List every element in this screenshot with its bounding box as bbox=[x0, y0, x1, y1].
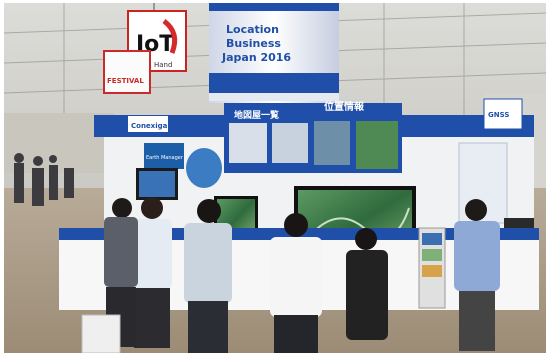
brand-logo-plate bbox=[128, 116, 168, 132]
panel-right-heading: 位置情報 bbox=[324, 100, 365, 113]
globe-poster bbox=[186, 148, 222, 188]
background-crowd bbox=[14, 153, 74, 206]
right-monitor-caption: GNSS bbox=[488, 111, 509, 119]
tower-text-2: Business bbox=[226, 37, 281, 50]
iot-sign-subtext: Hand bbox=[154, 61, 172, 69]
right-sign bbox=[483, 98, 523, 130]
panel-photo-2 bbox=[272, 123, 308, 163]
brand-logo: Conexiga bbox=[131, 122, 168, 130]
panel-photo-4 bbox=[356, 121, 398, 169]
festival-banner-text: FESTIVAL bbox=[107, 77, 144, 85]
festival-banner: FESTIVAL bbox=[103, 50, 151, 94]
panel-photo-1 bbox=[229, 123, 267, 163]
tower-text-1: Location bbox=[226, 23, 279, 36]
panel-left-heading: 地図屋一覧 bbox=[234, 109, 279, 121]
panel-photo-3 bbox=[314, 121, 350, 165]
photo-frame: IoT Hand FESTIVAL Location Business Japa… bbox=[4, 3, 546, 353]
small-poster-caption: Earth Manager bbox=[146, 155, 184, 161]
tower-text-3: Japan 2016 bbox=[221, 51, 291, 64]
expo-booth-photo: IoT Hand FESTIVAL Location Business Japa… bbox=[4, 3, 546, 353]
small-poster bbox=[144, 143, 184, 169]
visitors bbox=[81, 197, 500, 353]
booth-tower: Location Business Japan 2016 bbox=[209, 3, 339, 103]
